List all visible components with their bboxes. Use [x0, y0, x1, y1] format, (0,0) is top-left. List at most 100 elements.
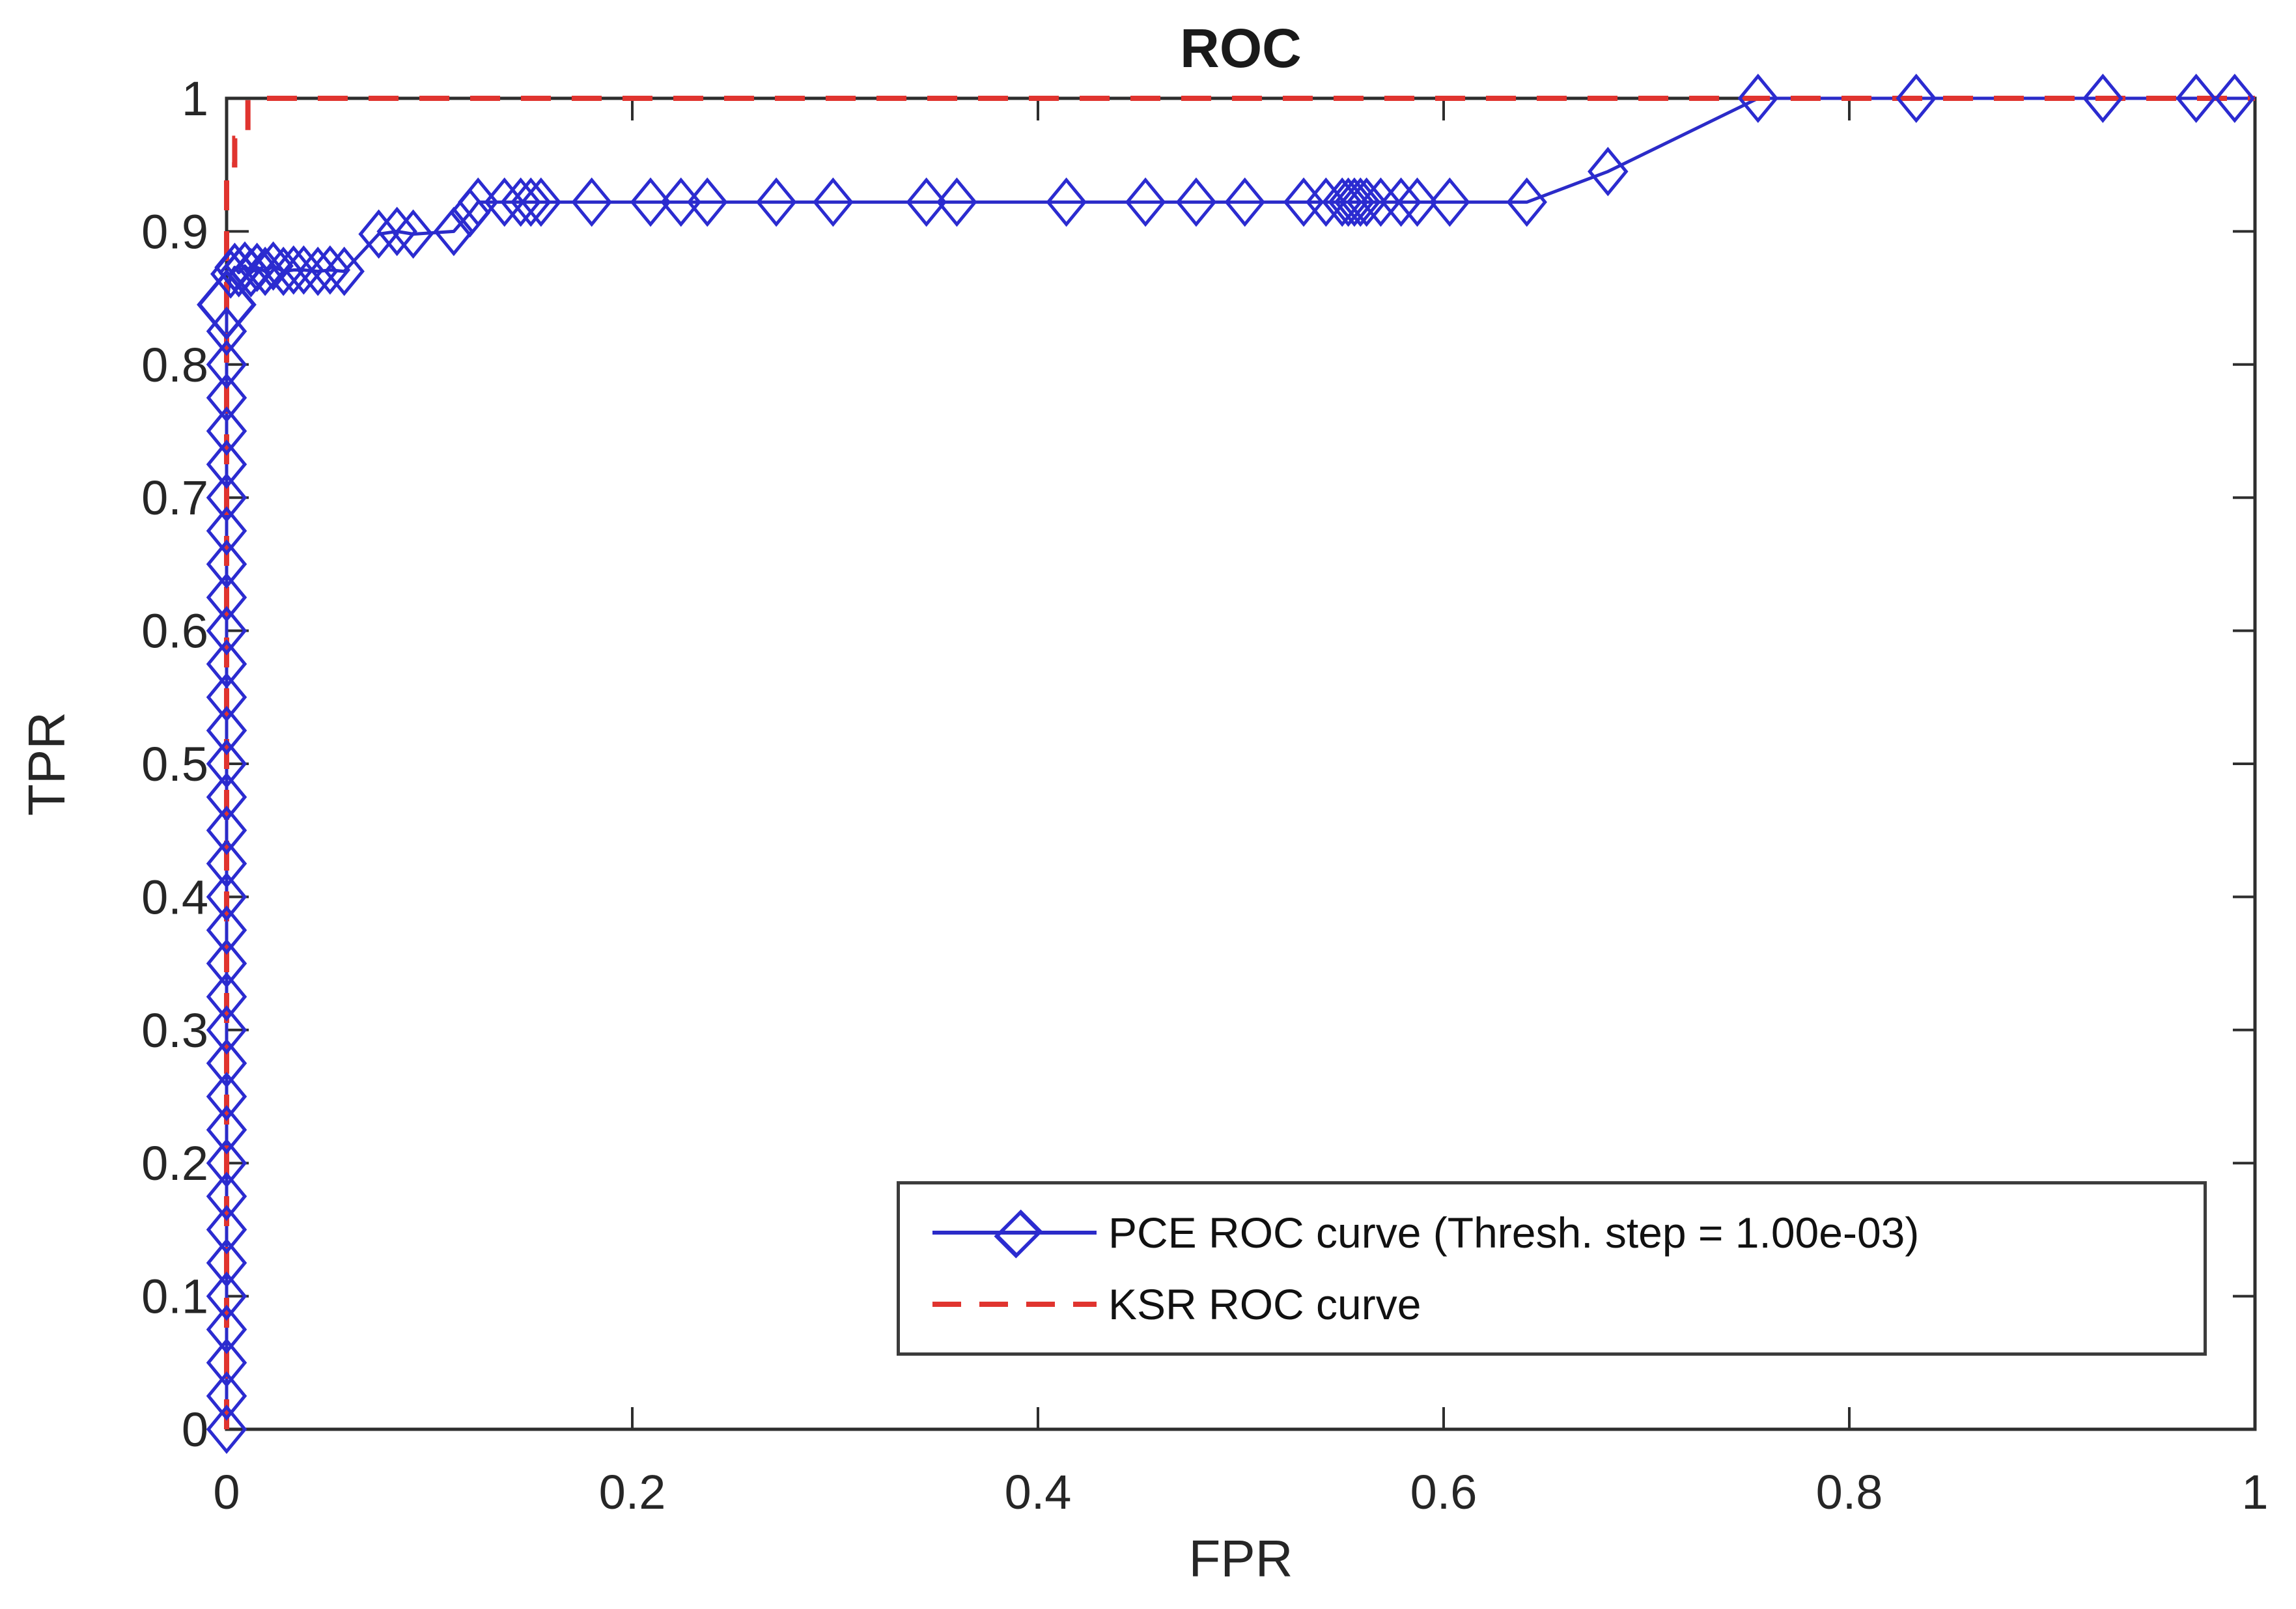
pce-diamond-marker — [449, 188, 491, 238]
pce-diamond-marker — [2082, 74, 2123, 123]
pce-diamond-marker — [1896, 74, 1937, 123]
x-tick-label: 0.8 — [1816, 1465, 1883, 1519]
pce-diamond-marker — [206, 1138, 247, 1188]
pce-diamond-marker — [393, 209, 434, 259]
pce-diamond-marker — [206, 1371, 247, 1421]
pce-diamond-marker — [571, 177, 612, 227]
pce-diamond-marker — [511, 177, 552, 227]
pce-diamond-marker — [206, 1304, 247, 1354]
pce-diamond-marker — [206, 639, 247, 689]
pce-diamond-marker — [206, 805, 247, 856]
y-tick-label: 0.5 — [141, 737, 208, 791]
pce-diamond-marker — [906, 177, 947, 227]
x-tick-label: 1 — [2241, 1465, 2268, 1519]
pce-diamond-marker — [755, 177, 797, 227]
pce-diamond-marker — [520, 177, 562, 227]
pce-diamond-marker — [1346, 177, 1387, 227]
pce-diamond-marker — [1397, 177, 1438, 227]
pce-solid-line-icon — [932, 1231, 1097, 1235]
pce-diamond-marker — [500, 177, 541, 227]
x-axis-label: FPR — [1188, 1530, 1293, 1588]
y-tick-label: 0.7 — [141, 471, 208, 525]
pce-diamond-marker — [206, 1271, 247, 1321]
pce-diamond-marker — [358, 209, 399, 259]
pce-diamond-marker — [1380, 177, 1421, 227]
ksr-roc-line — [224, 96, 2255, 1429]
pce-diamond-marker — [1506, 177, 1547, 227]
legend-label-ksr: KSR ROC curve — [1108, 1280, 1421, 1328]
pce-diamond-marker — [244, 246, 286, 296]
pce-diamond-marker — [1328, 177, 1369, 227]
pce-diamond-marker — [206, 406, 247, 456]
pce-diamond-marker — [687, 177, 728, 227]
x-tick-label: 0.4 — [1005, 1465, 1072, 1519]
pce-diamond-marker — [206, 905, 247, 955]
pce-diamond-marker — [376, 206, 417, 257]
pce-diamond-marker — [206, 1205, 247, 1255]
pce-diamond-marker — [206, 1171, 247, 1222]
pce-diamond-marker — [433, 206, 475, 257]
pce-diamond-marker — [206, 1105, 247, 1155]
pce-diamond-marker — [206, 572, 247, 623]
y-tick-label: 0.2 — [141, 1136, 208, 1190]
y-tick-label: 0.6 — [141, 604, 208, 658]
pce-diamond-marker — [206, 739, 247, 789]
pce-diamond-marker — [206, 440, 247, 490]
y-tick-label: 0.8 — [141, 338, 208, 392]
y-tick-label: 0.1 — [141, 1270, 208, 1324]
y-tick-label: 0 — [182, 1403, 208, 1457]
pce-diamond-marker — [206, 1337, 247, 1388]
pce-diamond-marker — [813, 177, 854, 227]
pce-diamond-marker — [206, 705, 247, 755]
y-axis-label: TPR — [18, 712, 76, 816]
chart-title: ROC — [1180, 18, 1302, 79]
pce-diamond-marker — [206, 938, 247, 988]
legend-item-pce: PCE ROC curve (Thresh. step = 1.00e-03) — [932, 1207, 2204, 1259]
pce-diamond-marker — [1175, 177, 1217, 227]
pce-diamond-marker — [206, 506, 247, 556]
pce-diamond-marker — [206, 839, 247, 889]
pce-diamond-marker — [1737, 74, 1779, 123]
pce-diamond-marker — [206, 372, 247, 423]
pce-diamond-marker — [1224, 177, 1265, 227]
pce-diamond-marker — [1360, 177, 1401, 227]
y-tick-label: 0.9 — [141, 204, 208, 259]
pce-diamond-marker — [1340, 177, 1381, 227]
pce-diamond-marker — [1046, 177, 1087, 227]
pce-diamond-marker — [206, 339, 247, 389]
pce-diamond-marker — [206, 606, 247, 656]
pce-diamond-marker — [630, 177, 671, 227]
legend-item-ksr: KSR ROC curve — [932, 1278, 2204, 1330]
pce-diamond-marker — [206, 1038, 247, 1088]
legend-label-pce: PCE ROC curve (Thresh. step = 1.00e-03) — [1108, 1209, 1920, 1257]
pce-diamond-marker — [1588, 147, 1629, 197]
pce-diamond-marker — [206, 1005, 247, 1055]
pce-diamond-marker — [206, 872, 247, 922]
pce-diamond-marker — [1125, 177, 1166, 227]
pce-big-diamond-marker — [197, 269, 257, 341]
pce-diamond-marker — [2214, 74, 2256, 123]
pce-diamond-marker — [2176, 74, 2217, 123]
pce-diamond-marker — [1429, 177, 1470, 227]
pce-diamond-marker — [206, 539, 247, 589]
ksr-line-sample — [932, 1278, 1097, 1330]
diamond-marker-icon — [994, 1209, 1043, 1259]
pce-diamond-marker — [236, 242, 277, 292]
pce-diamond-marker — [206, 1072, 247, 1121]
pce-diamond-marker — [206, 972, 247, 1022]
pce-diamond-marker — [206, 473, 247, 523]
x-tick-label: 0.6 — [1410, 1465, 1477, 1519]
pce-line-sample — [932, 1207, 1097, 1259]
pce-diamond-marker — [206, 772, 247, 822]
x-tick-label: 0 — [213, 1465, 240, 1519]
y-tick-label: 1 — [182, 72, 208, 126]
pce-diamond-marker — [262, 246, 304, 296]
ksr-dashed-line-icon — [932, 1302, 1097, 1307]
pce-diamond-marker — [206, 672, 247, 722]
pce-diamond-marker — [206, 1405, 247, 1454]
y-tick-label: 0.4 — [141, 870, 208, 924]
pce-diamond-marker — [936, 177, 977, 227]
pce-diamond-marker — [324, 246, 365, 296]
